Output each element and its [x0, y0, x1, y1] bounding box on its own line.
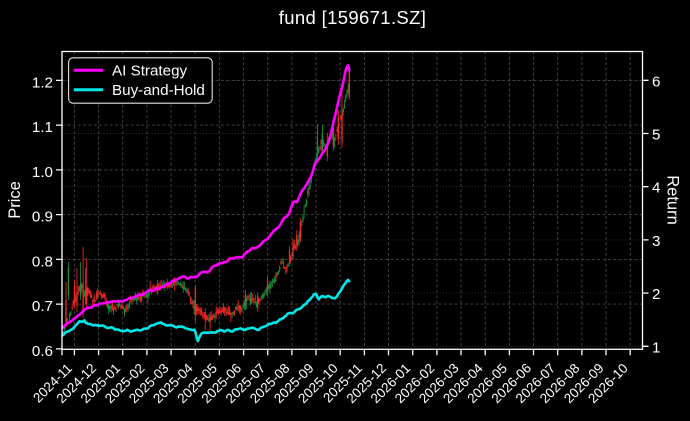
svg-text:0.8: 0.8 [32, 253, 53, 270]
svg-text:1.0: 1.0 [32, 164, 53, 181]
svg-text:1: 1 [652, 339, 660, 356]
svg-text:AI Strategy: AI Strategy [112, 63, 188, 80]
svg-text:Return: Return [664, 175, 682, 225]
svg-text:4: 4 [652, 180, 660, 197]
svg-text:fund [159671.SZ]: fund [159671.SZ] [279, 7, 427, 28]
svg-text:1.1: 1.1 [32, 119, 53, 136]
svg-text:Buy-and-Hold: Buy-and-Hold [112, 82, 205, 99]
svg-text:0.7: 0.7 [32, 298, 53, 315]
svg-text:Price: Price [6, 181, 24, 219]
svg-text:0.9: 0.9 [32, 209, 53, 226]
svg-text:1.2: 1.2 [32, 74, 53, 91]
svg-text:3: 3 [652, 233, 660, 250]
svg-text:6: 6 [652, 73, 660, 90]
svg-text:0.6: 0.6 [32, 343, 53, 360]
svg-text:2: 2 [652, 286, 660, 303]
svg-text:5: 5 [652, 127, 660, 144]
